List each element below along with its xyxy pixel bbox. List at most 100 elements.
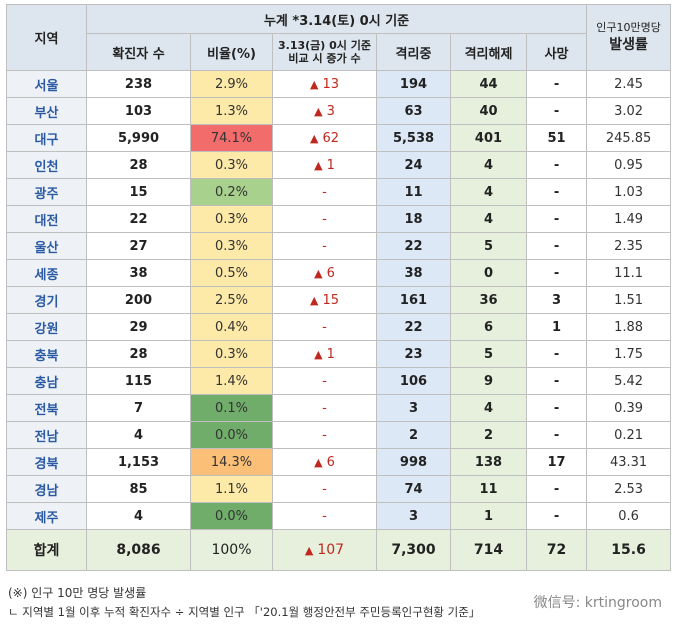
- released-cell: 40: [450, 97, 527, 125]
- ratio-cell: 0.2%: [190, 178, 273, 206]
- increase-value: -: [322, 238, 327, 254]
- increase-value: -: [322, 481, 327, 497]
- rate-cell: 0.39: [586, 394, 672, 422]
- triangle-up-icon: ▲: [314, 266, 323, 280]
- region-cell: 경북: [6, 448, 87, 476]
- ratio-cell: 0.3%: [190, 151, 273, 179]
- header-region: 지역: [6, 4, 87, 71]
- increase-cell: ▲ 1: [272, 151, 377, 179]
- region-cell: 울산: [6, 232, 87, 260]
- increase-cell: -: [272, 394, 377, 422]
- increase-value: -: [322, 400, 327, 416]
- triangle-up-icon: ▲: [309, 293, 319, 307]
- footnote-line2: ㄴ 지역별 1월 이후 누적 확진자수 ÷ 지역별 인구 「'20.1월 행정안…: [8, 605, 481, 619]
- triangle-up-icon: ▲: [314, 347, 323, 361]
- deaths-cell: -: [525, 70, 588, 98]
- released-cell: 4: [450, 205, 527, 233]
- increase-value: 1: [326, 157, 335, 173]
- region-cell: 경기: [6, 286, 87, 314]
- rate-cell: 245.85: [586, 124, 672, 152]
- released-cell: 5: [450, 340, 527, 368]
- isolated-cell: 63: [376, 97, 451, 125]
- increase-cell: -: [272, 205, 377, 233]
- confirmed-cell: 28: [86, 151, 191, 179]
- increase-cell: -: [272, 502, 377, 530]
- increase-value: 3: [326, 103, 335, 119]
- total-released: 714: [450, 529, 527, 571]
- ratio-cell: 0.3%: [190, 340, 273, 368]
- confirmed-cell: 5,990: [86, 124, 191, 152]
- ratio-cell: 2.9%: [190, 70, 273, 98]
- deaths-cell: -: [525, 367, 588, 395]
- deaths-cell: -: [525, 475, 588, 503]
- deaths-cell: -: [525, 259, 588, 287]
- isolated-cell: 2: [376, 421, 451, 449]
- table-row: 강원 29 0.4% - 22 6 1 1.88: [6, 313, 672, 341]
- isolated-cell: 161: [376, 286, 451, 314]
- table-row: 충남 115 1.4% -106 9-5.42: [6, 367, 672, 395]
- header-confirmed: 확진자 수: [86, 33, 191, 71]
- ratio-cell: 1.4%: [190, 367, 273, 395]
- total-rate: 15.6: [586, 529, 672, 571]
- total-deaths: 72: [525, 529, 588, 571]
- header-isolated: 격리중: [376, 33, 451, 71]
- table-row: 충북 28 0.3% ▲ 1 23 5-1.75: [6, 340, 672, 368]
- header-ratio: 비율(%): [190, 33, 273, 71]
- increase-value: -: [322, 184, 327, 200]
- ratio-cell: 0.0%: [190, 421, 273, 449]
- isolated-cell: 998: [376, 448, 451, 476]
- deaths-cell: -: [525, 178, 588, 206]
- table-row: 전북 7 0.1% -3 4-0.39: [6, 394, 672, 422]
- rate-cell: 2.53: [586, 475, 672, 503]
- deaths-cell: 3: [525, 286, 588, 314]
- increase-value: -: [322, 373, 327, 389]
- region-cell: 제주: [6, 502, 87, 530]
- triangle-up-icon: ▲: [314, 104, 323, 118]
- deaths-cell: -: [525, 205, 588, 233]
- rate-cell: 1.88: [586, 313, 672, 341]
- header-increase: 3.13(금) 0시 기준 비교 시 증가 수: [272, 33, 377, 71]
- isolated-cell: 22: [376, 313, 451, 341]
- isolated-cell: 5,538: [376, 124, 451, 152]
- header-increase-line1: 3.13(금) 0시 기준: [278, 39, 371, 52]
- increase-cell: ▲ 6: [272, 259, 377, 287]
- region-cell: 전북: [6, 394, 87, 422]
- isolated-cell: 3: [376, 502, 451, 530]
- increase-cell: ▲ 15: [272, 286, 377, 314]
- increase-value: 13: [322, 76, 339, 92]
- table-row: 경남 85 1.1% -74 11-2.53: [6, 475, 672, 503]
- isolated-cell: 3: [376, 394, 451, 422]
- isolated-cell: 11: [376, 178, 451, 206]
- total-region: 합계: [6, 529, 87, 571]
- confirmed-cell: 103: [86, 97, 191, 125]
- released-cell: 1: [450, 502, 527, 530]
- header-rate-line1: 인구10만명당: [596, 20, 661, 34]
- header-rate: 인구10만명당 발생률: [586, 4, 672, 71]
- increase-cell: -: [272, 178, 377, 206]
- confirmed-cell: 115: [86, 367, 191, 395]
- deaths-cell: -: [525, 421, 588, 449]
- confirmed-cell: 85: [86, 475, 191, 503]
- region-cell: 대전: [6, 205, 87, 233]
- confirmed-cell: 15: [86, 178, 191, 206]
- table-row: 울산 27 0.3% -22 5-2.35: [6, 232, 672, 260]
- rate-cell: 11.1: [586, 259, 672, 287]
- isolated-cell: 23: [376, 340, 451, 368]
- increase-value: -: [322, 211, 327, 227]
- ratio-cell: 0.3%: [190, 205, 273, 233]
- header-increase-line2: 비교 시 증가 수: [288, 52, 361, 65]
- increase-value: 6: [326, 454, 335, 470]
- confirmed-cell: 22: [86, 205, 191, 233]
- confirmed-cell: 27: [86, 232, 191, 260]
- rate-cell: 3.02: [586, 97, 672, 125]
- increase-cell: ▲ 13: [272, 70, 377, 98]
- table-row: 경기 200 2.5% ▲ 15 161 36 3 1.51: [6, 286, 672, 314]
- ratio-cell: 0.1%: [190, 394, 273, 422]
- confirmed-cell: 4: [86, 502, 191, 530]
- region-cell: 강원: [6, 313, 87, 341]
- rate-cell: 0.6: [586, 502, 672, 530]
- header-released: 격리해제: [450, 33, 527, 71]
- increase-cell: ▲ 1: [272, 340, 377, 368]
- confirmed-cell: 238: [86, 70, 191, 98]
- region-cell: 부산: [6, 97, 87, 125]
